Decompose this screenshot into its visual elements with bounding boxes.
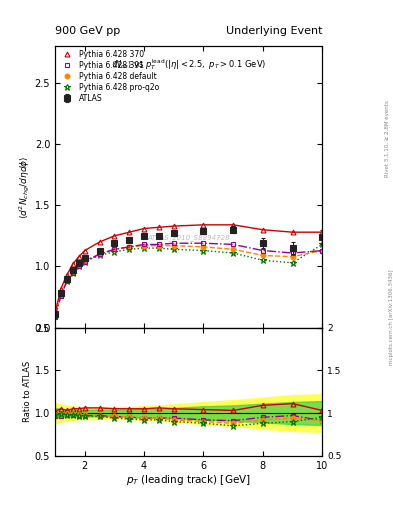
Pythia 6.428 370 [64, 272, 69, 278]
Pythia 6.428 pro-q2o [127, 246, 132, 252]
Pythia 6.428 default [112, 246, 117, 252]
Pythia 6.428 pro-q2o [171, 246, 176, 252]
Text: Rivet 3.1.10, ≥ 2.8M events: Rivet 3.1.10, ≥ 2.8M events [385, 100, 389, 177]
Pythia 6.428 default [201, 244, 206, 250]
Pythia 6.428 pro-q2o [156, 245, 161, 251]
Pythia 6.428 default [59, 291, 63, 297]
Pythia 6.428 pro-q2o [201, 247, 206, 253]
Line: Pythia 6.428 pro-q2o: Pythia 6.428 pro-q2o [52, 241, 325, 318]
Pythia 6.428 pro-q2o [231, 250, 235, 256]
Pythia 6.428 pro-q2o [53, 312, 57, 318]
Pythia 6.428 default [261, 252, 265, 259]
Pythia 6.428 391 [112, 246, 117, 252]
Pythia 6.428 pro-q2o [142, 245, 147, 251]
Pythia 6.428 391 [64, 278, 69, 284]
Pythia 6.428 default [171, 243, 176, 249]
Text: Underlying Event: Underlying Event [226, 26, 322, 36]
Pythia 6.428 pro-q2o [64, 278, 69, 284]
Text: $\langle N_{ch}\rangle$ vs $p_T^{\mathrm{lead}}(|\eta| < 2.5,\ p_T > 0.1\ \mathr: $\langle N_{ch}\rangle$ vs $p_T^{\mathrm… [111, 57, 266, 72]
Pythia 6.428 pro-q2o [290, 260, 295, 266]
Pythia 6.428 default [290, 253, 295, 260]
Pythia 6.428 pro-q2o [70, 269, 75, 275]
Pythia 6.428 default [83, 257, 87, 263]
Pythia 6.428 391 [97, 251, 102, 258]
Pythia 6.428 pro-q2o [320, 241, 325, 247]
Pythia 6.428 391 [156, 241, 161, 247]
Pythia 6.428 370 [97, 239, 102, 245]
Legend: Pythia 6.428 370, Pythia 6.428 391, Pythia 6.428 default, Pythia 6.428 pro-q2o, : Pythia 6.428 370, Pythia 6.428 391, Pyth… [57, 48, 160, 104]
Line: Pythia 6.428 default: Pythia 6.428 default [53, 243, 325, 318]
Text: mcplots.cern.ch [arXiv:1306.3436]: mcplots.cern.ch [arXiv:1306.3436] [389, 270, 393, 365]
Pythia 6.428 391 [171, 240, 176, 246]
Pythia 6.428 pro-q2o [97, 252, 102, 259]
Pythia 6.428 370 [142, 225, 147, 231]
Pythia 6.428 391 [290, 250, 295, 256]
Pythia 6.428 pro-q2o [112, 249, 117, 255]
Pythia 6.428 391 [76, 263, 81, 269]
Text: 900 GeV pp: 900 GeV pp [55, 26, 120, 36]
Pythia 6.428 default [64, 277, 69, 283]
X-axis label: $p_T$ (leading track) [GeV]: $p_T$ (leading track) [GeV] [126, 473, 251, 487]
Pythia 6.428 370 [320, 229, 325, 235]
Pythia 6.428 370 [70, 261, 75, 267]
Pythia 6.428 391 [53, 313, 57, 319]
Pythia 6.428 370 [53, 310, 57, 316]
Pythia 6.428 default [127, 244, 132, 250]
Pythia 6.428 391 [142, 241, 147, 247]
Pythia 6.428 370 [59, 285, 63, 291]
Pythia 6.428 370 [261, 227, 265, 233]
Pythia 6.428 391 [261, 247, 265, 253]
Pythia 6.428 default [97, 251, 102, 258]
Pythia 6.428 370 [231, 222, 235, 228]
Pythia 6.428 370 [171, 223, 176, 229]
Pythia 6.428 default [142, 243, 147, 249]
Pythia 6.428 default [76, 262, 81, 268]
Pythia 6.428 default [53, 312, 57, 318]
Pythia 6.428 370 [76, 253, 81, 260]
Pythia 6.428 370 [112, 233, 117, 239]
Pythia 6.428 pro-q2o [83, 259, 87, 265]
Pythia 6.428 370 [290, 229, 295, 235]
Pythia 6.428 370 [83, 247, 87, 253]
Pythia 6.428 default [70, 268, 75, 274]
Pythia 6.428 pro-q2o [261, 257, 265, 263]
Pythia 6.428 default [320, 247, 325, 253]
Y-axis label: $\langle d^2 N_{chg}/d\eta d\phi \rangle$: $\langle d^2 N_{chg}/d\eta d\phi \rangle… [17, 155, 32, 219]
Pythia 6.428 391 [83, 259, 87, 265]
Pythia 6.428 pro-q2o [76, 263, 81, 269]
Pythia 6.428 391 [127, 244, 132, 250]
Line: Pythia 6.428 370: Pythia 6.428 370 [53, 222, 325, 315]
Pythia 6.428 pro-q2o [59, 291, 63, 297]
Pythia 6.428 370 [201, 222, 206, 228]
Pythia 6.428 391 [201, 240, 206, 246]
Pythia 6.428 391 [70, 269, 75, 275]
Pythia 6.428 default [156, 243, 161, 249]
Pythia 6.428 391 [320, 247, 325, 253]
Pythia 6.428 370 [156, 224, 161, 230]
Line: Pythia 6.428 391: Pythia 6.428 391 [53, 241, 325, 319]
Pythia 6.428 370 [127, 229, 132, 235]
Pythia 6.428 391 [231, 241, 235, 247]
Pythia 6.428 391 [59, 293, 63, 299]
Text: ATLAS_2010_S8894728: ATLAS_2010_S8894728 [147, 234, 230, 241]
Y-axis label: Ratio to ATLAS: Ratio to ATLAS [23, 361, 32, 422]
Pythia 6.428 default [231, 246, 235, 252]
